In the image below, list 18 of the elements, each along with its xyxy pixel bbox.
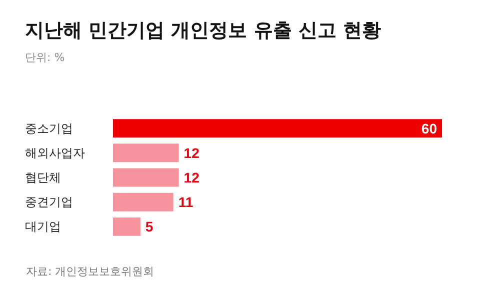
y-tick-label: 해외사업자 xyxy=(25,146,85,160)
bar xyxy=(113,144,179,162)
data-label: 11 xyxy=(178,194,194,210)
y-tick-label: 중견기업 xyxy=(25,195,73,210)
text: 자료: 개인정보보호위원회 xyxy=(26,265,154,278)
data-label: 12 xyxy=(184,144,200,161)
y-tick-label: 협단체 xyxy=(25,170,61,184)
data-label: 60 xyxy=(421,120,438,136)
bar xyxy=(113,217,140,236)
y-tick-label: 중소기업 xyxy=(25,121,73,136)
bar xyxy=(113,192,174,212)
bar xyxy=(113,119,442,138)
chart-title: 지난해 민간기업 개인정보 유출 신고 현황 xyxy=(25,20,382,42)
data-label: 12 xyxy=(184,170,200,186)
data-label: 5 xyxy=(145,218,154,235)
y-tick-label: 대기업 xyxy=(25,220,61,234)
chart-subtitle: 단위: % xyxy=(25,51,65,64)
bar xyxy=(113,168,179,187)
